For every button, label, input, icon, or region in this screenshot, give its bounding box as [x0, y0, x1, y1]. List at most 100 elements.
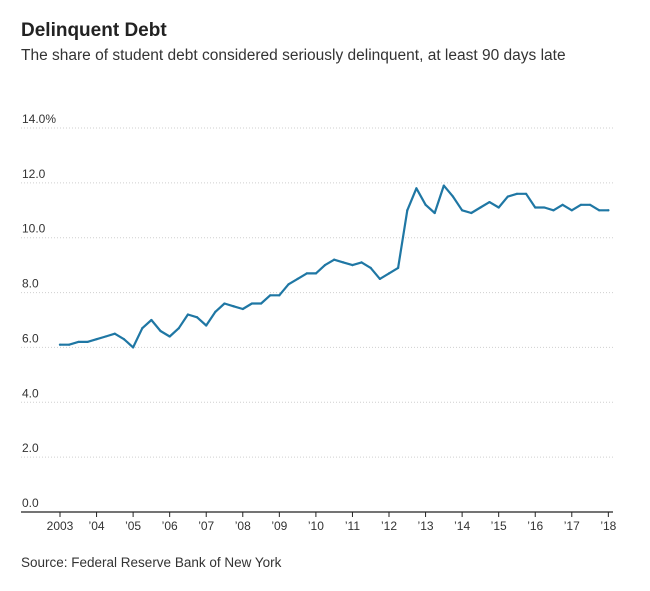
- y-tick-label: 12.0: [22, 167, 46, 181]
- y-tick-label: 4.0: [22, 386, 39, 400]
- data-point: [250, 302, 254, 305]
- y-tick: 6.0: [22, 331, 39, 345]
- y-tick: 10.0: [22, 222, 46, 236]
- data-point: [342, 261, 345, 264]
- y-tick: 8.0: [22, 277, 39, 291]
- x-tick-label: ’05: [125, 519, 141, 533]
- x-tick-label: ’13: [418, 519, 434, 533]
- data-point: [442, 184, 445, 187]
- data-point: [479, 206, 482, 209]
- data-point: [451, 195, 455, 198]
- x-tick-label: ’04: [89, 519, 105, 533]
- x-tick-label: ’10: [308, 519, 324, 533]
- x-tick: ’09: [271, 512, 288, 533]
- data-point: [259, 302, 263, 305]
- data-point: [461, 209, 464, 212]
- y-tick-label: 8.0: [22, 277, 39, 291]
- data-point: [524, 192, 528, 195]
- data-point: [323, 264, 327, 267]
- y-tick: 4.0: [22, 386, 39, 400]
- x-tick-label: ’17: [564, 519, 580, 533]
- x-tick: ’04: [89, 512, 105, 533]
- data-point: [561, 203, 564, 206]
- data-point: [95, 338, 98, 341]
- data-point: [506, 195, 509, 198]
- chart-subtitle: The share of student debt considered ser…: [21, 47, 566, 64]
- data-point: [77, 340, 80, 344]
- data-point: [205, 324, 208, 327]
- y-axis: 0.0 2.0 4.0 6.0 8.0 10.0 12.0 14.0%: [22, 112, 56, 510]
- x-tick: 2003: [47, 512, 74, 533]
- data-point: [132, 346, 135, 349]
- data-point: [351, 264, 354, 267]
- x-tick: ’07: [198, 512, 215, 533]
- data-point: [378, 277, 381, 280]
- series-line: [58, 184, 610, 349]
- data-point: [305, 272, 308, 275]
- x-tick: ’15: [491, 512, 507, 533]
- x-tick: ’11: [345, 512, 360, 533]
- data-point: [415, 187, 418, 190]
- y-tick-label: 6.0: [22, 331, 39, 345]
- data-point: [150, 318, 153, 322]
- data-point: [269, 294, 272, 297]
- x-tick: ’08: [235, 512, 251, 533]
- data-point: [406, 209, 409, 212]
- x-tick-label: ’09: [271, 519, 287, 533]
- x-tick-label: ’14: [454, 519, 470, 533]
- data-point: [314, 272, 317, 275]
- data-point: [168, 335, 171, 338]
- x-tick-label: ’18: [600, 519, 616, 533]
- x-axis: 2003 ’04 ’05 ’06 ’07 ’08 ’09 ’10 ’11 ’12 ’13 ’14 ’15…: [47, 512, 617, 533]
- x-tick: ’17: [564, 512, 580, 533]
- data-point: [488, 200, 491, 204]
- y-tick: 14.0%: [22, 112, 56, 126]
- data-point: [588, 203, 592, 206]
- x-tick-label: ’08: [235, 519, 251, 533]
- y-tick: 12.0: [22, 167, 46, 181]
- data-point: [104, 335, 107, 338]
- x-tick: ’14: [454, 512, 470, 533]
- data-point: [68, 343, 71, 346]
- data-point: [369, 266, 372, 269]
- data-point: [296, 277, 299, 280]
- data-point: [241, 307, 244, 311]
- x-tick: ’16: [527, 512, 544, 533]
- x-tick: ’13: [418, 512, 434, 533]
- x-tick-label: ’06: [162, 519, 178, 533]
- x-tick: ’06: [162, 512, 178, 533]
- data-point: [86, 340, 89, 344]
- data-point: [534, 206, 537, 209]
- data-point: [223, 302, 226, 305]
- data-point: [552, 209, 555, 212]
- data-point: [397, 266, 400, 269]
- data-point: [214, 310, 217, 313]
- data-point: [607, 209, 610, 212]
- data-point: [122, 338, 126, 341]
- x-tick-label: ’07: [198, 519, 214, 533]
- x-tick-label: ’15: [491, 519, 507, 533]
- x-tick-label: ’12: [381, 519, 397, 533]
- gridlines: [21, 127, 613, 513]
- data-point: [570, 209, 573, 212]
- plot-area: [58, 184, 610, 349]
- data-point: [195, 316, 199, 319]
- y-tick: 2.0: [22, 441, 39, 455]
- data-point: [515, 192, 519, 195]
- chart-title: Delinquent Debt: [21, 20, 167, 41]
- data-point: [113, 332, 116, 335]
- data-point: [579, 203, 583, 206]
- x-tick: ’18: [600, 512, 617, 533]
- x-tick: ’12: [381, 512, 397, 533]
- data-point: [58, 343, 62, 346]
- data-point: [433, 211, 436, 215]
- data-point: [287, 283, 290, 286]
- y-tick-label: 0.0: [22, 496, 39, 510]
- y-tick: 0.0: [22, 496, 39, 510]
- y-tick-label: 2.0: [22, 441, 39, 455]
- data-point: [543, 206, 546, 209]
- data-point: [598, 209, 601, 212]
- source-note: Source: Federal Reserve Bank of New York: [21, 555, 282, 570]
- x-tick: ’10: [308, 512, 324, 533]
